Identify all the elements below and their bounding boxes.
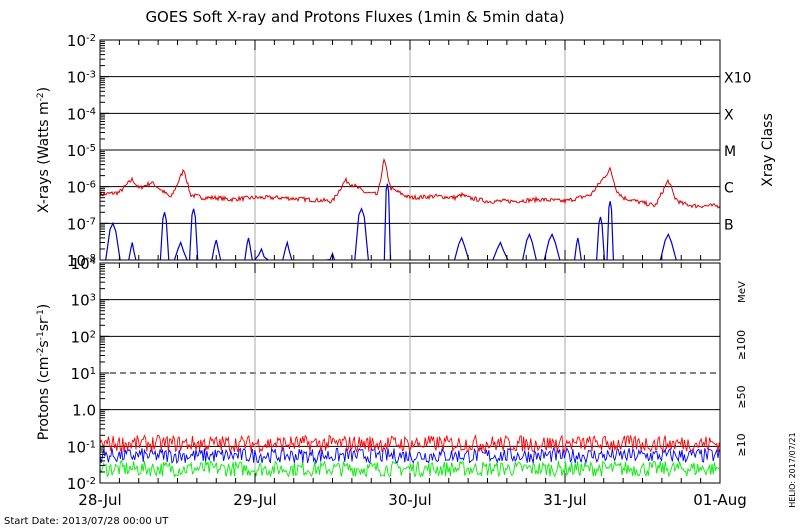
y-tick-base: 10 [67, 105, 86, 123]
x-axis-ticks: 28-Jul 29-Jul 30-Jul 31-Jul 01-Aug [78, 491, 746, 509]
y-tick-base: 10 [67, 475, 86, 493]
y-tick-base: 10 [67, 69, 86, 87]
x-tick-label: 31-Jul [543, 491, 586, 509]
generation-stamp: HELIO: 2017/07/21 [788, 432, 797, 507]
y-tick-exponent: 2 [90, 329, 96, 340]
proton-series-ge10 [100, 434, 720, 454]
xray-long-series [100, 157, 720, 209]
y-tick-base: 10 [67, 142, 86, 160]
y-tick-base: 10 [71, 292, 90, 310]
y-tick-label: 104 [71, 255, 96, 273]
xray-short-spike [606, 201, 615, 260]
xray-short-spike [188, 208, 199, 260]
xray-class-label: X10 [724, 71, 751, 87]
xray-short-spike [522, 232, 537, 260]
y-tick-exponent: -8 [86, 253, 96, 264]
y-tick-exponent: 1 [90, 366, 96, 377]
xray-short-spike [254, 247, 269, 260]
y-tick-exponent: -2 [86, 476, 96, 487]
y-tick-base: 10 [67, 179, 86, 197]
proton-series-ge100 [100, 460, 720, 478]
y-tick-label: 101 [71, 365, 96, 383]
y-tick-base: 10 [67, 438, 86, 456]
proton-unit-label: MeV [737, 281, 748, 303]
y-tick-exponent: 3 [90, 292, 96, 303]
xray-short-spike [383, 183, 392, 260]
proton-panel-frame [99, 262, 721, 484]
y-tick-label: 102 [71, 328, 96, 346]
y-tick-exponent: -1 [86, 439, 96, 450]
xray-short-spike [453, 236, 470, 260]
y-tick-exponent: -5 [86, 143, 96, 154]
xray-short-spike [492, 241, 509, 260]
y-tick-base: 10 [67, 252, 86, 270]
y-tick-label: 1.0 [72, 402, 96, 420]
y-tick-base: 1.0 [72, 402, 96, 420]
y-tick-label: 10-3 [67, 69, 96, 87]
y-tick-label: 10-8 [67, 252, 96, 270]
xray-short-spike [173, 240, 188, 260]
x-tick-label: 30-Jul [388, 491, 431, 509]
y-tick-base: 10 [67, 32, 86, 50]
y-tick-label: 10-2 [67, 32, 96, 50]
xray-ylabel: X-rays (Watts m-2) [36, 87, 52, 213]
xray-short-spike [244, 237, 253, 260]
y-tick-label: 103 [71, 292, 96, 310]
xray-panel-frame [99, 39, 721, 261]
xray-class-label: B [724, 217, 734, 233]
y-tick-exponent: -2 [86, 33, 96, 44]
xray-class-label: X [724, 107, 734, 123]
y-tick-label: 10-1 [67, 438, 96, 456]
x-tick-label: 28-Jul [78, 491, 121, 509]
y-tick-label: 10-6 [67, 179, 96, 197]
xray-short-spike [282, 240, 293, 260]
y-tick-base: 10 [71, 255, 90, 273]
y-tick-exponent: -7 [86, 216, 96, 227]
legend-ge100: ≥100 [735, 330, 748, 360]
x-tick-label: 29-Jul [233, 491, 276, 509]
xray-short-spike [659, 232, 677, 260]
xray-short-spike [128, 242, 137, 260]
xray-class-axis-title: Xray Class [760, 113, 776, 187]
xray-short-spike [105, 221, 121, 260]
y-tick-exponent: -6 [86, 179, 96, 190]
xray-short-spike [211, 239, 222, 260]
y-tick-label: 10-5 [67, 142, 96, 160]
legend-ge50: ≥50 [735, 385, 748, 408]
chart-title: GOES Soft X-ray and Protons Fluxes (1min… [145, 8, 564, 26]
legend-ge10: ≥10 [735, 433, 748, 456]
y-tick-base: 10 [71, 365, 90, 383]
x-tick-label: 01-Aug [693, 491, 746, 509]
y-tick-base: 10 [67, 215, 86, 233]
xray-short-spike [596, 216, 606, 260]
xray-short-spike [354, 207, 369, 260]
y-tick-exponent: -3 [86, 69, 96, 80]
proton-ylabel: Protons (cm-2s-1sr-1) [36, 304, 52, 440]
xray-short-spike [543, 232, 561, 260]
y-tick-exponent: 4 [90, 256, 96, 267]
y-tick-label: 10-2 [67, 475, 96, 493]
y-tick-label: 10-7 [67, 215, 96, 233]
xray-class-label: C [724, 181, 734, 197]
y-tick-base: 10 [71, 328, 90, 346]
start-date-label: Start Date: 2013/07/28 00:00 UT [4, 516, 169, 527]
y-tick-exponent: -4 [86, 106, 96, 117]
xray-short-spike [573, 237, 582, 260]
y-tick-label: 10-4 [67, 105, 96, 123]
xray-class-label: M [724, 144, 736, 160]
xray-short-spike [159, 212, 170, 260]
